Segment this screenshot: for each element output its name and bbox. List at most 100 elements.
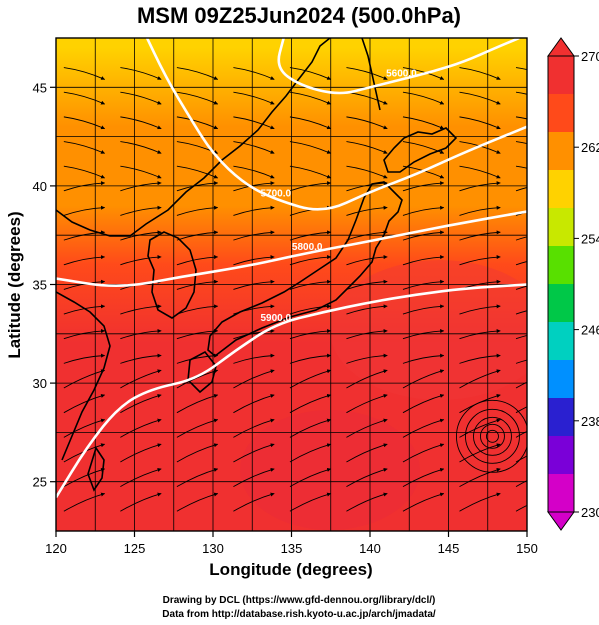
colorbar-tick-label: 262 xyxy=(581,140,599,155)
streamline xyxy=(176,304,219,315)
streamline xyxy=(63,181,106,192)
streamline xyxy=(402,393,445,414)
streamline xyxy=(459,255,501,266)
streamline xyxy=(120,141,162,154)
streamline xyxy=(289,353,332,364)
y-tick-label: 45 xyxy=(33,80,47,95)
vortex-ring xyxy=(473,416,512,456)
streamline xyxy=(402,255,445,266)
streamline xyxy=(289,141,332,154)
streamline xyxy=(63,393,106,414)
streamline xyxy=(233,304,275,315)
colorbar-scale xyxy=(547,55,575,513)
streamline xyxy=(402,279,445,290)
y-tick-label: 35 xyxy=(33,278,47,293)
streamline xyxy=(63,467,106,488)
streamline xyxy=(120,467,162,488)
streamline xyxy=(459,304,501,315)
china-coast xyxy=(56,291,111,461)
colorbar-tick-label: 230 xyxy=(581,505,599,520)
streamline xyxy=(233,116,275,130)
streamline xyxy=(289,181,332,192)
streamline xyxy=(515,381,527,389)
streamline xyxy=(176,443,219,463)
streamline xyxy=(63,418,106,438)
streamline xyxy=(120,418,162,438)
vortex-ring xyxy=(465,408,520,464)
streamline xyxy=(346,443,388,463)
streamline xyxy=(176,255,219,266)
streamline xyxy=(63,255,106,266)
streamline xyxy=(459,91,501,105)
x-tick-label: 130 xyxy=(202,541,224,556)
streamline xyxy=(346,165,388,179)
y-tick-label: 30 xyxy=(33,376,47,391)
vortex-ring xyxy=(456,399,527,473)
streamline xyxy=(346,141,388,154)
streamline xyxy=(176,116,219,130)
streamline xyxy=(233,165,275,179)
streamline xyxy=(289,393,332,414)
wind-streamlines xyxy=(63,67,527,512)
warm-patch xyxy=(240,410,420,530)
streamline xyxy=(233,205,275,216)
streamline xyxy=(402,91,445,105)
streamline xyxy=(515,67,527,71)
contour-line xyxy=(56,283,527,499)
streamline xyxy=(233,328,275,340)
streamline xyxy=(289,116,332,130)
streamline xyxy=(402,116,445,130)
streamline xyxy=(459,205,501,216)
streamline xyxy=(346,369,388,389)
streamline xyxy=(63,91,106,105)
streamline xyxy=(459,230,501,241)
streamline xyxy=(515,236,527,241)
streamline xyxy=(402,181,445,192)
streamline xyxy=(176,230,219,241)
streamline xyxy=(120,255,162,266)
streamline xyxy=(402,492,445,512)
streamline xyxy=(63,116,106,130)
streamline xyxy=(120,230,162,241)
streamline xyxy=(402,443,445,463)
streamline xyxy=(402,328,445,340)
streamline xyxy=(515,310,527,315)
streamline xyxy=(346,116,388,130)
x-axis-ticks: 120 125 130 135 140 145 150 xyxy=(45,531,538,556)
streamline xyxy=(233,353,275,364)
streamline xyxy=(515,141,527,145)
streamline xyxy=(63,369,106,389)
streamline xyxy=(289,165,332,179)
streamline xyxy=(346,304,388,315)
streamline xyxy=(120,304,162,315)
streamline xyxy=(402,467,445,488)
plot-area: 5800.0 5700.0 5900.0 5600.0 xyxy=(56,38,527,531)
colorbar-top-arrow xyxy=(547,37,575,57)
streamline xyxy=(176,205,219,216)
streamline xyxy=(346,467,388,488)
streamline xyxy=(120,165,162,179)
streamline xyxy=(63,304,106,315)
streamline xyxy=(459,328,501,340)
streamline xyxy=(515,91,527,95)
streamline xyxy=(346,328,388,340)
x-tick-label: 140 xyxy=(359,541,381,556)
streamline xyxy=(289,443,332,463)
streamline xyxy=(176,181,219,192)
colorbar-ticks: 230 238 246 254 262 270 xyxy=(574,49,599,520)
streamline xyxy=(346,279,388,290)
x-tick-label: 150 xyxy=(516,541,538,556)
streamline xyxy=(176,492,219,512)
streamline xyxy=(459,353,501,364)
streamline xyxy=(176,328,219,340)
vortex-ring xyxy=(486,429,499,443)
streamline xyxy=(233,393,275,414)
streamline xyxy=(515,480,527,488)
streamline xyxy=(346,418,388,438)
colorbar-tick-label: 246 xyxy=(581,323,599,338)
x-tick-label: 125 xyxy=(124,541,146,556)
streamline xyxy=(63,328,106,340)
streamline xyxy=(459,116,501,130)
colorbar-tick-label: 254 xyxy=(581,231,599,246)
